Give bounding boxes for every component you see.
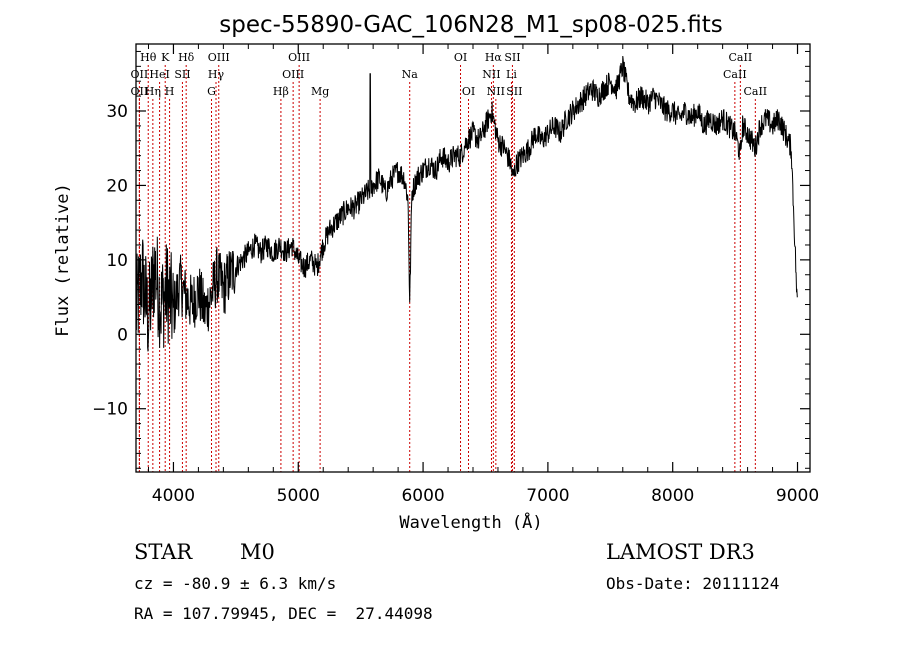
line-marker-label: OI <box>462 85 475 98</box>
line-marker-label: OII <box>131 68 149 81</box>
object-type: STAR <box>134 540 193 564</box>
x-tick-label: 9000 <box>776 486 819 506</box>
line-marker-label: SII <box>506 85 522 98</box>
line-marker-label: OI <box>454 51 467 64</box>
line-marker-label: Hα <box>485 51 503 64</box>
line-marker-label: SII <box>174 68 190 81</box>
line-marker-label: CaII <box>729 51 753 64</box>
x-tick-label: 6000 <box>401 486 444 506</box>
line-marker-label: NII <box>482 68 500 81</box>
line-marker-label: OIII <box>282 68 304 81</box>
line-marker-label: HeI <box>149 68 169 81</box>
y-tick-label: 20 <box>106 176 128 196</box>
axis-ticks: 4000 5000 6000 7000 8000 9000 −10 0 10 20 30 <box>92 44 819 506</box>
line-marker-label: NII <box>487 85 505 98</box>
sky-coordinates: RA = 107.79945, DEC = 27.44098 <box>134 604 433 623</box>
object-subclass: M0 <box>240 540 275 564</box>
y-tick-label: 10 <box>106 251 128 271</box>
line-marker-label: CaII <box>743 85 767 98</box>
survey-name: LAMOST DR3 <box>606 540 755 564</box>
line-marker-label: CaII <box>723 68 747 81</box>
redshift-velocity: cz = -80.9 ± 6.3 km/s <box>134 574 337 593</box>
y-tick-label: 30 <box>106 102 128 122</box>
x-tick-label: 4000 <box>152 486 195 506</box>
line-marker-label: Hβ <box>273 85 289 98</box>
y-axis-label: Flux (relative) <box>53 183 73 337</box>
spectrum-line <box>135 55 798 352</box>
x-tick-label: 8000 <box>651 486 694 506</box>
line-marker-label: Li <box>506 68 517 81</box>
y-tick-label: 0 <box>117 325 128 345</box>
line-marker-label: Na <box>402 68 419 81</box>
line-marker-label: G <box>207 85 216 98</box>
x-tick-label: 7000 <box>526 486 569 506</box>
line-marker-label: H <box>165 85 175 98</box>
x-axis-label: Wavelength (Å) <box>399 511 542 533</box>
observation-date: Obs-Date: 20111124 <box>606 574 780 593</box>
line-marker-label: SII <box>504 51 520 64</box>
spectrum-series <box>135 55 798 352</box>
chart-title: spec-55890-GAC_106N28_M1_sp08-025.fits <box>219 12 722 38</box>
x-tick-label: 5000 <box>277 486 320 506</box>
line-marker-label: Hθ <box>140 51 157 64</box>
line-marker-label: OIII <box>208 51 230 64</box>
line-marker-label: Hγ <box>208 68 225 81</box>
line-marker-label: Mg <box>311 85 329 98</box>
y-tick-label: −10 <box>92 400 128 420</box>
line-marker-label: Hη <box>145 85 161 98</box>
line-marker-label: OIII <box>288 51 310 64</box>
line-marker-label: K <box>161 51 170 64</box>
line-marker-label: Hδ <box>178 51 195 64</box>
line-markers: Hθ OII OII K HeI Hη Hδ SII H OIII Hγ G OIII OIII Hβ Mg N… <box>131 51 767 472</box>
line-marker-label: OII <box>131 85 149 98</box>
